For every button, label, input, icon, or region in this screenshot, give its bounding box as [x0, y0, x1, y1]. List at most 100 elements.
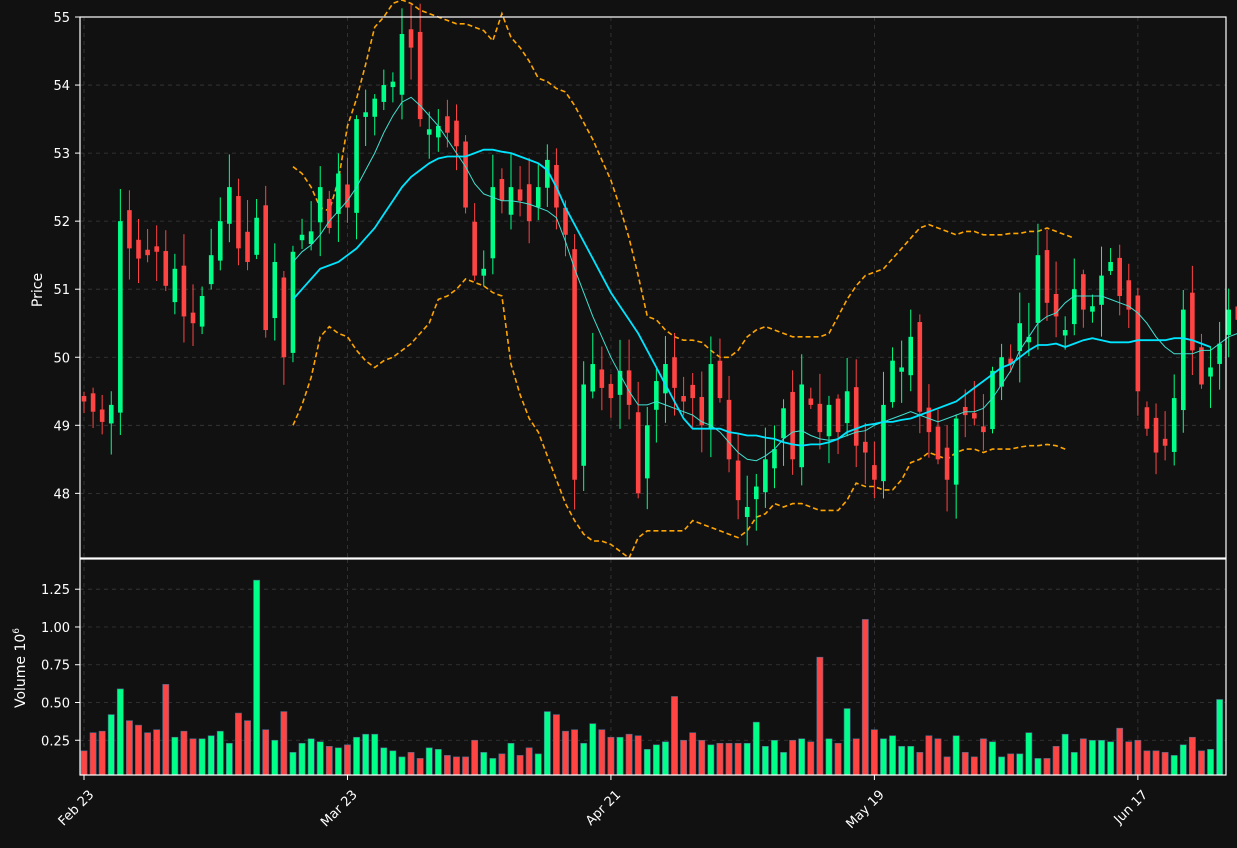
volume-bar	[1007, 753, 1015, 776]
candle-body	[763, 459, 768, 493]
volume-y-ticks: 0.25 0.50 0.75 1.00 1.25	[41, 583, 80, 749]
volume-bar	[934, 738, 942, 776]
lower-band-line	[292, 278, 1066, 560]
volume-bar	[543, 711, 551, 776]
candle-body	[263, 205, 268, 331]
volume-bar	[1098, 739, 1105, 776]
candle-body	[1144, 407, 1150, 429]
volume-bar	[198, 738, 206, 776]
volume-y-tick-label: 1.25	[41, 583, 70, 598]
candle-body	[408, 29, 414, 48]
volume-bar	[498, 753, 506, 776]
volume-bar	[316, 741, 324, 776]
volume-bar	[698, 739, 706, 776]
volume-bars	[80, 579, 1224, 776]
volume-bar	[761, 746, 769, 776]
volume-bar	[471, 739, 479, 776]
volume-bar	[271, 739, 279, 776]
candle-body	[535, 187, 541, 208]
volume-bar	[780, 752, 787, 776]
candle-body	[1026, 336, 1032, 343]
candle-body	[881, 404, 886, 482]
volume-bar	[98, 730, 106, 776]
candle-body	[390, 81, 396, 88]
candle-body	[154, 246, 159, 252]
volume-bar	[1198, 750, 1205, 776]
volume-bar	[870, 729, 878, 776]
volume-bar	[616, 736, 624, 776]
volume-bar	[334, 747, 342, 776]
volume-bar	[89, 732, 97, 776]
volume-bar	[1089, 739, 1096, 776]
volume-bar	[289, 752, 297, 776]
candle-body	[726, 399, 732, 460]
candle-body	[735, 460, 741, 501]
candle-body	[917, 322, 923, 412]
volume-bar	[798, 738, 806, 776]
volume-y-tick-label: 1.00	[41, 621, 70, 636]
candle-body	[599, 369, 605, 388]
volume-bar	[126, 720, 133, 776]
candle-body	[181, 265, 187, 317]
volume-bar	[225, 742, 233, 776]
candle-body	[517, 189, 523, 201]
candle-body	[490, 187, 496, 259]
volume-bar	[771, 739, 778, 776]
volume-y-tick-label: 0.25	[41, 734, 70, 749]
volume-bar	[980, 738, 987, 776]
candle-body	[345, 184, 350, 208]
volume-bar	[861, 619, 869, 776]
candle-body	[708, 364, 714, 429]
volume-bar	[852, 738, 860, 776]
volume-bar	[734, 742, 742, 776]
volume-bar	[280, 711, 288, 776]
candle-body	[572, 249, 577, 480]
volume-bar	[80, 750, 88, 776]
candle-body	[999, 357, 1004, 387]
volume-bar	[116, 688, 124, 776]
volume-bar	[671, 696, 678, 776]
bollinger-bands	[292, 0, 1075, 560]
volume-bar	[1161, 752, 1169, 776]
candle-body	[254, 217, 259, 255]
candle-body	[145, 249, 150, 256]
candle-body	[290, 251, 296, 353]
volume-bar	[1125, 741, 1133, 776]
volume-bar	[407, 752, 415, 776]
volume-bar	[562, 730, 569, 776]
volume-bar	[153, 729, 161, 776]
volume-panel-frame	[79, 558, 1227, 776]
candle-body	[499, 179, 505, 201]
volume-bar	[516, 755, 524, 776]
candle-body	[835, 398, 841, 433]
volume-bar	[816, 656, 824, 776]
candle-body	[381, 85, 387, 102]
candle-body	[372, 98, 378, 117]
candle-body	[1099, 275, 1104, 305]
candle-body	[1226, 309, 1232, 335]
volume-bar	[353, 736, 360, 776]
price-y-tick-label: 51	[53, 283, 70, 298]
volume-bar	[1043, 758, 1051, 776]
volume-bar	[207, 735, 215, 776]
candle-body	[436, 125, 441, 138]
volume-bar	[716, 742, 724, 776]
volume-bar	[443, 755, 451, 776]
volume-bar	[662, 741, 669, 776]
volume-bar	[952, 735, 960, 776]
candle-body	[1135, 295, 1141, 392]
candle-body	[972, 413, 977, 419]
volume-bar	[1079, 738, 1087, 776]
candle-body	[690, 384, 695, 399]
candle-body	[1044, 250, 1050, 303]
candle-body	[217, 221, 223, 261]
candle-body	[981, 426, 986, 433]
volume-bar	[689, 732, 697, 776]
sma-fast-line	[292, 96, 1237, 462]
volume-bar	[807, 741, 815, 776]
volume-bar	[961, 752, 969, 776]
volume-bar	[253, 579, 261, 776]
volume-bar	[180, 730, 188, 776]
volume-bar	[680, 739, 688, 776]
